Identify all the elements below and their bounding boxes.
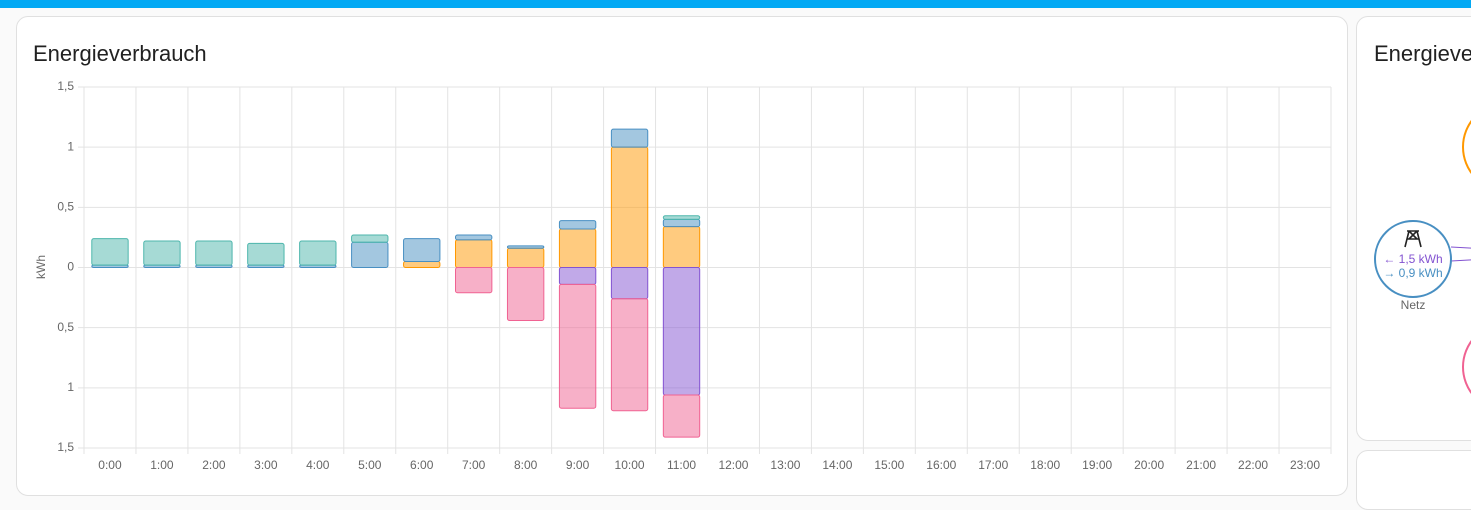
x-tick-label: 15:00 — [874, 458, 904, 472]
x-tick-label: 1:00 — [150, 458, 174, 472]
bar-segment — [455, 239, 493, 268]
x-tick-label: 18:00 — [1030, 458, 1060, 472]
bar-segment — [610, 267, 649, 300]
grid-export: → 0,9 kWh — [1383, 266, 1442, 280]
x-tick-label: 23:00 — [1290, 458, 1320, 472]
bar-segment — [558, 267, 597, 285]
x-tick-label: 10:00 — [615, 458, 645, 472]
y-tick-label: 0,5 — [57, 200, 74, 214]
bar-segment — [455, 234, 493, 241]
bar-segment — [558, 228, 597, 268]
x-tick-label: 22:00 — [1238, 458, 1268, 472]
grid-node — [1374, 220, 1452, 298]
x-tick-label: 16:00 — [926, 458, 956, 472]
bar-segment — [403, 238, 441, 262]
grid-import: ← 1,5 kWh — [1383, 252, 1442, 266]
bar-segment — [299, 240, 337, 266]
bar-segment — [610, 128, 649, 148]
x-tick-label: 21:00 — [1186, 458, 1216, 472]
flow-diagram: ← 1,5 kWh → 0,9 kWh Netz — [1374, 120, 1471, 394]
bar-segment — [610, 146, 649, 269]
x-tick-label: 8:00 — [514, 458, 538, 472]
x-tick-label: 12:00 — [718, 458, 748, 472]
x-tick-label: 9:00 — [566, 458, 590, 472]
y-axis-label: kWh — [34, 255, 48, 279]
flow-line — [1450, 246, 1471, 262]
x-tick-label: 6:00 — [410, 458, 434, 472]
y-tick-label: 1 — [67, 380, 74, 394]
grid-icon — [1404, 230, 1422, 248]
bar-segment — [455, 267, 493, 294]
y-tick-label: 1,5 — [57, 79, 74, 93]
node-label: Netz — [1401, 298, 1426, 312]
x-tick-label: 7:00 — [462, 458, 486, 472]
x-tick-label: 17:00 — [978, 458, 1008, 472]
y-tick-label: 1,5 — [57, 440, 74, 454]
grid — [83, 87, 1332, 454]
bar-segment — [662, 215, 701, 220]
bar-segment — [558, 220, 597, 230]
bar-segment — [506, 267, 545, 321]
bar-segment — [662, 267, 701, 396]
x-tick-label: 13:00 — [770, 458, 800, 472]
bar-segment — [662, 226, 701, 269]
distribution-card: Energieverteilung ← 1,5 kWh → 0,9 kWh Ne… — [1356, 16, 1471, 441]
x-tick-label: 11:00 — [667, 458, 696, 472]
card-title: Energieverbrauch — [33, 41, 207, 66]
battery-node — [1462, 340, 1471, 394]
card-title: Energieverteilung — [1374, 41, 1471, 66]
y-tick-label: 0,5 — [57, 320, 74, 334]
bar-segment — [506, 245, 545, 249]
x-tick-label: 0:00 — [98, 458, 122, 472]
bar-segment — [558, 283, 597, 409]
solar-node — [1462, 120, 1471, 174]
bar-segment — [143, 240, 181, 266]
bar-segment — [351, 241, 389, 268]
bar-segment — [351, 234, 389, 243]
bar-segment — [662, 218, 701, 228]
x-tick-label: 19:00 — [1082, 458, 1112, 472]
x-tick-label: 3:00 — [254, 458, 278, 472]
x-tick-label: 5:00 — [358, 458, 382, 472]
top-bar — [0, 0, 1471, 8]
chart: kWh 1,5 1 0,5 0 0,5 1 1,5 0:00 1:00 2:00 3:00 4:00 5… — [34, 79, 1332, 472]
bar-segment — [610, 298, 649, 412]
y-tick-label: 0 — [67, 260, 74, 274]
bar-segment — [662, 394, 701, 438]
x-tick-label: 2:00 — [202, 458, 226, 472]
bar-segment — [91, 238, 129, 266]
x-tick-label: 14:00 — [822, 458, 852, 472]
bar-segment — [247, 242, 285, 266]
x-tick-label: 4:00 — [306, 458, 330, 472]
bar-segment — [403, 260, 441, 269]
y-tick-label: 1 — [67, 139, 74, 153]
x-tick-label: 20:00 — [1134, 458, 1164, 472]
bar-segment — [195, 240, 233, 266]
bar-segment — [506, 247, 545, 269]
